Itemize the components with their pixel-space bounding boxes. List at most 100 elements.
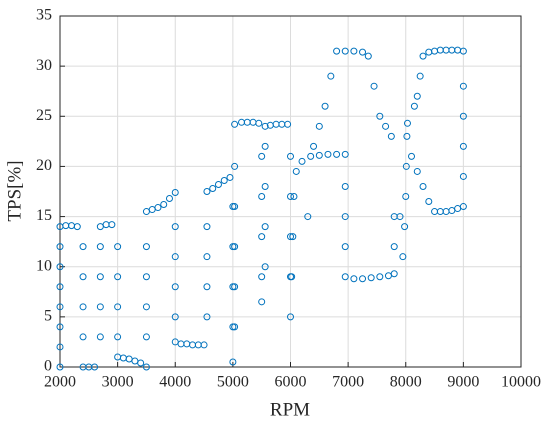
- data-point: [203, 188, 211, 195]
- data-point: [298, 157, 306, 165]
- data-point: [142, 363, 150, 371]
- y-axis-label: TPS[%]: [4, 160, 25, 221]
- data-point: [200, 341, 208, 349]
- data-point: [333, 150, 341, 158]
- data-point: [96, 243, 104, 251]
- data-point: [231, 283, 239, 291]
- data-point: [384, 272, 392, 280]
- data-point: [459, 47, 467, 55]
- x-tick-label: 3000: [102, 374, 134, 391]
- data-point: [341, 213, 349, 221]
- data-point: [79, 333, 87, 341]
- data-point: [396, 213, 404, 221]
- data-point: [154, 204, 162, 212]
- data-point: [56, 363, 64, 371]
- data-point: [73, 223, 81, 231]
- data-point: [402, 193, 410, 201]
- data-point: [114, 243, 122, 251]
- x-tick-label: 8000: [390, 374, 422, 391]
- data-point: [287, 313, 294, 321]
- data-point: [108, 221, 116, 229]
- data-point: [56, 303, 64, 311]
- data-point: [203, 223, 211, 231]
- data-point: [288, 273, 296, 281]
- data-point: [148, 206, 156, 214]
- data-point: [442, 208, 450, 216]
- plot-frame: [59, 15, 522, 368]
- data-point: [448, 46, 456, 54]
- data-point: [341, 47, 349, 55]
- data-point: [114, 303, 122, 311]
- data-point: [292, 167, 300, 175]
- y-tick-label: 10: [36, 257, 52, 274]
- data-point: [68, 222, 76, 230]
- data-point: [231, 120, 239, 128]
- data-point: [258, 298, 266, 306]
- data-point: [315, 122, 323, 130]
- data-point: [459, 142, 467, 150]
- data-point: [214, 180, 222, 188]
- data-point: [261, 263, 269, 271]
- data-point: [79, 273, 87, 281]
- data-point: [261, 223, 269, 231]
- data-point: [177, 340, 185, 348]
- x-tick-label: 2000: [44, 374, 76, 391]
- data-point: [114, 273, 122, 281]
- data-point: [226, 173, 234, 181]
- data-point: [231, 243, 239, 251]
- y-tick-label: 20: [36, 157, 52, 174]
- data-point: [350, 275, 358, 283]
- data-point: [390, 243, 398, 251]
- data-point: [189, 341, 197, 349]
- data-point: [390, 270, 398, 278]
- data-point: [203, 313, 211, 321]
- data-point: [255, 119, 263, 127]
- data-point: [307, 152, 315, 160]
- data-point: [171, 223, 179, 231]
- data-point: [425, 198, 433, 206]
- data-point: [194, 341, 202, 349]
- data-point: [142, 208, 150, 216]
- data-point: [403, 132, 411, 140]
- data-point: [416, 72, 424, 80]
- data-point: [171, 313, 179, 321]
- data-point: [387, 132, 395, 140]
- data-point: [56, 243, 64, 251]
- data-point: [231, 162, 239, 170]
- data-point: [56, 283, 64, 291]
- y-tick-label: 0: [44, 358, 52, 375]
- data-point: [333, 47, 341, 55]
- data-point: [419, 52, 427, 60]
- data-point: [56, 343, 64, 351]
- data-point: [341, 150, 349, 158]
- data-point: [125, 355, 133, 363]
- data-point: [315, 151, 323, 159]
- x-tick-label: 7000: [332, 374, 364, 391]
- data-point: [258, 193, 266, 201]
- data-point: [370, 82, 378, 90]
- data-point: [261, 142, 269, 150]
- data-point: [459, 112, 467, 120]
- data-point: [142, 273, 150, 281]
- data-point: [321, 102, 329, 110]
- data-point: [261, 182, 269, 190]
- data-point: [56, 263, 64, 271]
- y-tick-label: 30: [36, 57, 52, 74]
- data-point: [376, 273, 384, 281]
- data-point: [287, 193, 294, 201]
- data-point: [459, 172, 467, 180]
- data-point: [431, 208, 439, 216]
- data-point: [310, 142, 318, 150]
- data-point: [258, 152, 266, 160]
- data-point: [131, 357, 139, 365]
- data-point: [459, 82, 467, 90]
- data-point: [231, 203, 239, 211]
- data-point: [324, 150, 332, 158]
- data-point: [341, 243, 349, 251]
- y-tick-label: 15: [36, 207, 52, 224]
- data-point: [203, 253, 211, 261]
- x-tick-label: 4000: [159, 374, 191, 391]
- x-tick-label: 9000: [447, 374, 479, 391]
- data-point: [142, 303, 150, 311]
